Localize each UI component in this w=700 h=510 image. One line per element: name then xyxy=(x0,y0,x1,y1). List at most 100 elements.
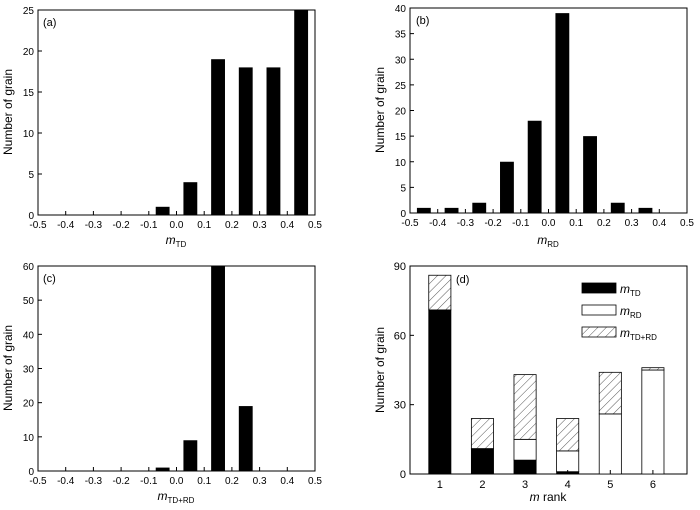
x-tick-label: -0.3 xyxy=(457,218,475,229)
y-tick-label: 15 xyxy=(23,88,35,99)
y-tick-label: 10 xyxy=(23,433,35,444)
bar xyxy=(638,207,653,214)
y-tick-label: 30 xyxy=(23,365,35,376)
x-tick-label: -0.1 xyxy=(512,218,530,229)
bar xyxy=(294,10,309,215)
x-tick-label: -0.5 xyxy=(29,476,47,487)
bar-segment xyxy=(513,374,537,440)
bar-segment xyxy=(641,369,665,475)
y-tick-label: 10 xyxy=(395,158,407,169)
x-tick-label: -0.5 xyxy=(29,220,47,231)
legend-swatch xyxy=(581,304,617,316)
x-tick-label: 5 xyxy=(607,479,613,491)
y-tick-label: 40 xyxy=(395,4,407,15)
x-axis-ticks: -0.5 -0.4 -0.3 -0.2 -0.1 0.0 0.1 0.2 0.3 0.4 0.5 xyxy=(29,211,322,231)
x-axis-ticks: -0.5 -0.4 -0.3 -0.2 -0.1 0.0 0.1 0.2 0.3 0.4 0.5 xyxy=(29,467,322,487)
y-axis-ticks: 0 30 60 90 xyxy=(394,261,414,481)
y-tick-label: 5 xyxy=(28,170,34,181)
y-tick-label: 30 xyxy=(394,400,406,412)
svg-text:m rank: m rank xyxy=(530,490,568,504)
bar xyxy=(266,67,281,216)
x-tick-label: 0.0 xyxy=(170,476,184,487)
x-axis-ticks: 1 2 3 4 5 6 xyxy=(437,470,656,491)
x-axis-label: mRD xyxy=(537,233,559,249)
y-tick-label: 10 xyxy=(23,129,35,140)
panel-d: (d) Number of grain m rank 1 2 3 4 5 6 0 30 60 9… xyxy=(373,261,688,504)
panel-label: (a) xyxy=(43,17,56,29)
x-tick-label: 0.1 xyxy=(197,220,211,231)
y-axis-ticks: 0 10 20 30 40 50 60 xyxy=(23,262,42,478)
x-tick-label: 6 xyxy=(650,479,656,491)
y-tick-label: 20 xyxy=(395,107,407,118)
x-tick-label: 0.0 xyxy=(542,218,556,229)
x-tick-label: 0.3 xyxy=(253,220,267,231)
x-tick-label: 0.4 xyxy=(280,476,294,487)
y-axis-label: Number of grain xyxy=(1,325,15,411)
bars xyxy=(155,10,309,216)
bar xyxy=(472,202,487,213)
x-tick-label: 0.4 xyxy=(652,218,666,229)
y-tick-label: 35 xyxy=(395,30,407,41)
x-axis-ticks: -0.5 -0.4 -0.3 -0.2 -0.1 0.0 0.1 0.2 0.3 0.4 0.5 xyxy=(401,209,694,229)
panel-label: (d) xyxy=(456,274,469,286)
y-tick-label: 30 xyxy=(395,55,407,66)
y-tick-label: 90 xyxy=(394,261,406,273)
x-tick-label: -0.2 xyxy=(112,476,130,487)
panel-c: (c) Number of grain mTD+RD -0.5 -0.4 -0.3-… xyxy=(1,262,322,505)
bars xyxy=(155,266,253,471)
x-axis-label: m rank xyxy=(530,490,568,504)
y-tick-label: 0 xyxy=(400,469,406,481)
plot-frame xyxy=(409,7,688,214)
bar xyxy=(416,207,431,214)
y-tick-label: 20 xyxy=(23,47,35,58)
y-tick-label: 15 xyxy=(395,132,407,143)
panel-b: (b) Number of grain mRD -0.5 -0.4 -0.3 -0.2… xyxy=(373,4,694,249)
bar xyxy=(155,206,170,215)
x-tick-label: 0.5 xyxy=(308,220,322,231)
x-tick-label: 3 xyxy=(522,479,528,491)
x-tick-label: -0.4 xyxy=(57,220,75,231)
plot-frame xyxy=(409,265,688,475)
y-tick-label: 5 xyxy=(400,183,406,194)
bar xyxy=(500,161,514,213)
bar xyxy=(527,120,542,213)
x-tick-label: 0.0 xyxy=(170,220,184,231)
y-axis-ticks: 0 5 10 15 20 25 xyxy=(23,6,42,222)
legend-swatch xyxy=(581,326,617,338)
x-tick-label: -0.2 xyxy=(484,218,502,229)
x-tick-label: -0.5 xyxy=(401,218,419,229)
bar-segment xyxy=(641,367,665,371)
y-tick-label: 50 xyxy=(23,296,35,307)
bar xyxy=(155,467,170,471)
bar-segment xyxy=(428,309,452,475)
y-tick-label: 0 xyxy=(28,211,34,222)
bar xyxy=(238,67,253,216)
y-tick-label: 0 xyxy=(28,467,34,478)
y-axis-label: Number of grain xyxy=(1,69,15,155)
bar xyxy=(444,207,459,214)
legend-label: mTD xyxy=(620,282,641,298)
x-tick-label: 0.1 xyxy=(569,218,583,229)
bars xyxy=(428,274,665,475)
x-tick-label: 0.5 xyxy=(308,476,322,487)
plot-frame xyxy=(37,265,316,472)
x-axis-label: mTD+RD xyxy=(158,489,195,505)
bar xyxy=(555,13,570,214)
y-tick-label: 0 xyxy=(400,209,406,220)
bar-segment xyxy=(470,418,494,449)
legend-label: mTD+RD xyxy=(620,326,657,342)
x-tick-label: 2 xyxy=(479,479,485,491)
x-tick-label: 4 xyxy=(565,479,571,491)
panel-label: (b) xyxy=(416,15,429,27)
x-tick-label: 0.2 xyxy=(225,476,239,487)
y-tick-label: 25 xyxy=(395,81,407,92)
x-tick-label: 0.3 xyxy=(625,218,639,229)
y-tick-label: 60 xyxy=(23,262,35,273)
x-tick-label: 0.5 xyxy=(680,218,694,229)
x-tick-label: -0.2 xyxy=(112,220,130,231)
x-tick-label: -0.3 xyxy=(85,476,103,487)
bar xyxy=(211,59,225,216)
bar-segment xyxy=(598,413,622,475)
panel-label: (c) xyxy=(43,273,56,285)
x-tick-label: 0.2 xyxy=(225,220,239,231)
